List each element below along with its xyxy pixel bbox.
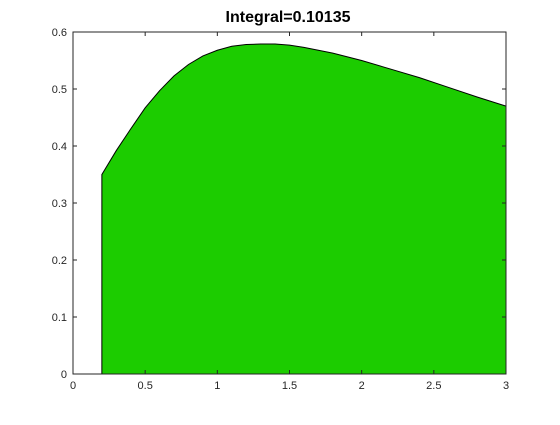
y-tick-label: 0 [61,369,67,381]
x-tick-label: 1 [214,380,220,392]
x-tick-label: 3 [503,380,509,392]
y-tick-label: 0.3 [52,198,67,210]
chart-title: Integral=0.10135 [226,9,351,26]
x-tick-label: 0 [70,380,76,392]
y-tick-label: 0.4 [52,141,67,153]
x-tick-label: 1.5 [282,380,297,392]
y-tick-label: 0.6 [52,27,67,39]
y-tick-label: 0.2 [52,255,67,267]
x-tick-label: 0.5 [138,380,153,392]
y-tick-label: 0.1 [52,312,67,324]
integral-area [101,43,507,375]
y-tick-label: 0.5 [52,84,67,96]
x-tick-label: 2 [359,380,365,392]
x-tick-label: 2.5 [426,380,441,392]
